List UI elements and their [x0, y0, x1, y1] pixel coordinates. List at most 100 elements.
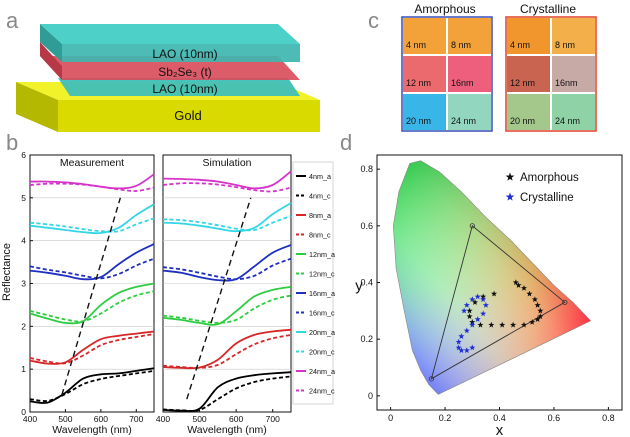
- amorphous-swatch-label: 4 nm: [406, 40, 426, 50]
- measurement-y-tick-label: 3: [21, 279, 26, 289]
- amorphous-point: [466, 313, 473, 320]
- layer-label-lao-bottom: LAO (10nm): [152, 82, 217, 96]
- measurement-curve-crystalline: [29, 290, 155, 323]
- measurement-y-tick-label: 1: [21, 364, 26, 374]
- amorphous-point: [477, 321, 484, 328]
- crystalline-swatch: [552, 18, 595, 54]
- measurement-curve-crystalline: [29, 370, 155, 402]
- amorphous-point: [521, 285, 527, 291]
- crystalline-point: [463, 347, 470, 354]
- amorphous-point: [510, 321, 517, 328]
- measurement-curve-crystalline: [29, 333, 155, 365]
- simulation-curve-crystalline: [162, 334, 292, 369]
- amorphous-point: [521, 321, 527, 328]
- amorphous-point: [469, 319, 476, 325]
- measurement-x-tick-label: 600: [94, 414, 108, 424]
- simulation-x-tick-label: 600: [229, 414, 243, 424]
- amorphous-point: [529, 319, 536, 325]
- crystalline-point: [458, 347, 465, 354]
- amorphous-swatch-label: 20 nm: [406, 116, 431, 126]
- cie-y-axis-label: y: [355, 278, 363, 295]
- crystalline-point: [469, 344, 476, 351]
- crystalline-point: [463, 302, 470, 308]
- legend-star: [505, 172, 515, 181]
- measurement-x-tick-label: 700: [129, 414, 143, 424]
- cie-x-tick-label: 0.2: [439, 413, 452, 423]
- crystalline-swatch-grid: 4 nm 8 nm 12 nm 16nm 20 nm 24 nm: [505, 16, 597, 132]
- measurement-y-tick-label: 5: [21, 193, 26, 203]
- panel-label-a: a: [6, 8, 19, 33]
- measurement-curve-amorphous: [29, 367, 155, 404]
- gamut-vertex: [469, 223, 475, 229]
- simulation-curve-crystalline: [162, 294, 292, 324]
- panel-label-b: b: [6, 130, 18, 155]
- amorphous-swatch-grid: 4 nm 8 nm 12 nm 16nm 20 nm 24 nm: [401, 16, 493, 132]
- crystalline-point: [455, 338, 462, 345]
- amorphous-point: [537, 313, 544, 320]
- crystalline-point: [455, 344, 462, 351]
- gamut-vertex: [428, 376, 435, 382]
- legend-entry: 4nm_c: [309, 192, 331, 201]
- legend-entry: 4nm_a: [309, 172, 331, 181]
- cie-legend-entry: Amorphous: [520, 172, 579, 184]
- crystalline-point: [469, 296, 476, 303]
- legend-entry: 12nm_a: [309, 250, 335, 259]
- measurement-y-tick-label: 4: [21, 236, 26, 246]
- layer-label-gold: Gold: [174, 108, 201, 123]
- simulation-x-tick-label: 700: [266, 414, 280, 424]
- crystalline-point: [474, 316, 481, 322]
- crystalline-swatch-label: 16nm: [555, 78, 578, 88]
- amorphous-point: [526, 290, 533, 297]
- measurement-x-axis-label: Wavelength (nm): [52, 424, 132, 436]
- panel-a-stack-diagram: a LAO (10nm) Sb₂Se₃ (t) LAO (10nm) Gold: [6, 8, 320, 132]
- simulation-curve-amorphous: [162, 286, 292, 326]
- simulation-title: Simulation: [202, 157, 251, 169]
- crystalline-point: [463, 327, 470, 334]
- swatch-title-amorphous: Amorphous: [414, 2, 475, 16]
- cie-y-tick-label: 0.2: [360, 334, 373, 344]
- measurement-x-tick-label: 500: [58, 414, 72, 424]
- simulation-curve-amorphous: [162, 202, 292, 233]
- simulation-trend-guide: [186, 197, 252, 400]
- amorphous-swatch: [403, 18, 446, 54]
- measurement-curve-crystalline: [29, 257, 155, 280]
- amorphous-swatch-label: 8 nm: [451, 40, 471, 50]
- crystalline-swatch-label: 24 nm: [555, 116, 580, 126]
- panel-d-cie-diagram: d 0 0.2 0.4 0.6 0.8 0 0.2 0.4 0.6 0.8 x y Amorphous C…: [340, 130, 623, 437]
- cie-y-tick-label: 0.4: [360, 278, 373, 288]
- crystalline-frame: [505, 16, 597, 132]
- amorphous-point: [472, 299, 478, 305]
- legend-frame: [292, 161, 334, 405]
- legend-entry: 8nm_a: [309, 211, 331, 220]
- simulation-curve-crystalline: [162, 214, 292, 232]
- measurement-curve-crystalline: [29, 217, 155, 233]
- amorphous-swatch-label: 16nm: [451, 78, 474, 88]
- simulation-curve-crystalline: [162, 257, 292, 281]
- cie-x-tick-label: 0.6: [548, 413, 561, 423]
- crystalline-swatch: [552, 56, 595, 92]
- measurement-curve-amorphous: [29, 243, 155, 281]
- amorphous-swatch: [448, 18, 491, 54]
- simulation-curve-crystalline: [162, 375, 292, 412]
- amorphous-swatch: [403, 94, 446, 130]
- amorphous-swatch-label: 12 nm: [406, 78, 431, 88]
- amorphous-point: [537, 307, 544, 314]
- legend-entry: 20nm_c: [309, 348, 335, 357]
- amorphous-point: [488, 321, 495, 328]
- panel-c-color-swatches: c Amorphous Crystalline 4 nm 8 nm 12 nm 16n…: [368, 2, 597, 132]
- amorphous-point: [534, 302, 541, 308]
- crystalline-swatch: [507, 56, 550, 92]
- sbse-layer-side: [40, 42, 62, 80]
- lao-top-layer: [40, 24, 300, 44]
- reflectance-legend: 4nm_a 4nm_c 8nm_a 8nm_c 12nm_a 12nm_c 16nm_a 16…: [292, 161, 335, 405]
- y-axis-label-reflectance: Reflectance: [1, 243, 13, 301]
- measurement-trend-guide: [61, 197, 122, 396]
- cie-x-tick-label: 0: [388, 413, 393, 423]
- measurement-title: Measurement: [60, 157, 124, 169]
- legend-entry: 24nm_c: [309, 387, 335, 396]
- cie-y-tick-label: 0.8: [360, 164, 373, 174]
- simulation-x-axis-label: Wavelength (nm): [187, 424, 267, 436]
- crystalline-swatch: [507, 18, 550, 54]
